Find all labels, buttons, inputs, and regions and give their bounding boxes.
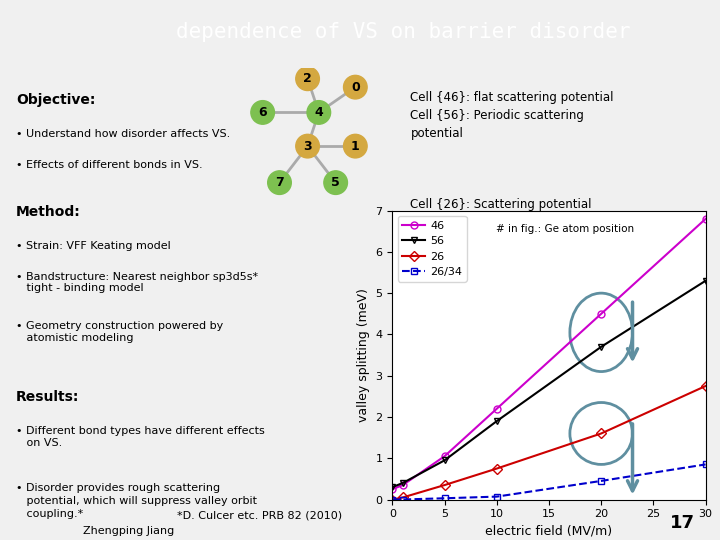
Text: Results:: Results:	[16, 390, 79, 404]
26/34	[597, 478, 606, 484]
Text: dependence of VS on barrier disorder: dependence of VS on barrier disorder	[176, 22, 631, 43]
Text: Cell {46}: flat scattering potential
Cell {56}: Periodic scattering
potential: Cell {46}: flat scattering potential Cel…	[410, 91, 614, 140]
Circle shape	[324, 171, 348, 194]
46	[441, 453, 449, 460]
Text: 4: 4	[315, 106, 323, 119]
46	[399, 482, 408, 488]
Line: 26/34: 26/34	[389, 461, 709, 503]
Text: 17: 17	[670, 514, 695, 532]
X-axis label: electric field (MV/m): electric field (MV/m)	[485, 525, 613, 538]
Text: • Effects of different bonds in VS.: • Effects of different bonds in VS.	[16, 160, 202, 170]
Text: 6: 6	[258, 106, 267, 119]
Text: • Bandstructure: Nearest neighbor sp3d5s*
   tight - binding model: • Bandstructure: Nearest neighbor sp3d5s…	[16, 272, 258, 293]
Circle shape	[343, 76, 367, 99]
Circle shape	[268, 171, 292, 194]
56	[492, 418, 501, 424]
Circle shape	[343, 134, 367, 158]
26/34	[399, 496, 408, 503]
Line: 26: 26	[389, 382, 709, 503]
26/34	[388, 496, 397, 503]
26	[597, 430, 606, 437]
26	[399, 494, 408, 501]
Text: • Strain: VFF Keating model: • Strain: VFF Keating model	[16, 241, 171, 251]
56	[388, 484, 397, 490]
26	[388, 496, 397, 503]
Circle shape	[296, 67, 320, 91]
56	[399, 480, 408, 486]
26	[492, 465, 501, 472]
Text: Cell {26}: Scattering potential
with Ge-Ge bond
Cell {26/34}: 50%{26} + 50%{34}: Cell {26}: Scattering potential with Ge-…	[410, 198, 622, 247]
46	[701, 215, 710, 222]
46	[388, 486, 397, 492]
Legend: 46, 56, 26, 26/34: 46, 56, 26, 26/34	[398, 216, 467, 282]
Text: 5: 5	[331, 176, 340, 189]
56	[441, 457, 449, 463]
26/34	[492, 494, 501, 500]
Line: 46: 46	[389, 215, 709, 492]
Text: • Understand how disorder affects VS.: • Understand how disorder affects VS.	[16, 129, 230, 139]
56	[597, 343, 606, 350]
Text: • Geometry construction powered by
   atomistic modeling: • Geometry construction powered by atomi…	[16, 321, 223, 343]
Text: 0: 0	[351, 80, 360, 93]
Text: • Disorder provides rough scattering
   potential, which will suppress valley or: • Disorder provides rough scattering pot…	[16, 483, 257, 519]
Y-axis label: valley splitting (meV): valley splitting (meV)	[357, 288, 370, 422]
56	[701, 278, 710, 284]
Text: 1: 1	[351, 140, 360, 153]
Text: 2: 2	[303, 72, 312, 85]
Text: *D. Culcer etc. PRB 82 (2010): *D. Culcer etc. PRB 82 (2010)	[176, 511, 342, 521]
Text: 3: 3	[303, 140, 312, 153]
46	[597, 310, 606, 317]
Text: Objective:: Objective:	[16, 93, 95, 107]
26/34	[701, 461, 710, 468]
Text: Zhengping Jiang: Zhengping Jiang	[83, 525, 174, 536]
26/34	[441, 495, 449, 502]
Text: Method:: Method:	[16, 205, 81, 219]
26	[441, 482, 449, 488]
Text: • Different bond types have different effects
   on VS.: • Different bond types have different ef…	[16, 426, 264, 448]
26	[701, 383, 710, 389]
46	[492, 406, 501, 412]
Circle shape	[296, 134, 320, 158]
Text: 7: 7	[275, 176, 284, 189]
Circle shape	[307, 100, 330, 124]
Line: 56: 56	[389, 277, 709, 491]
Circle shape	[251, 100, 274, 124]
Text: # in fig.: Ge atom position: # in fig.: Ge atom position	[496, 224, 634, 234]
